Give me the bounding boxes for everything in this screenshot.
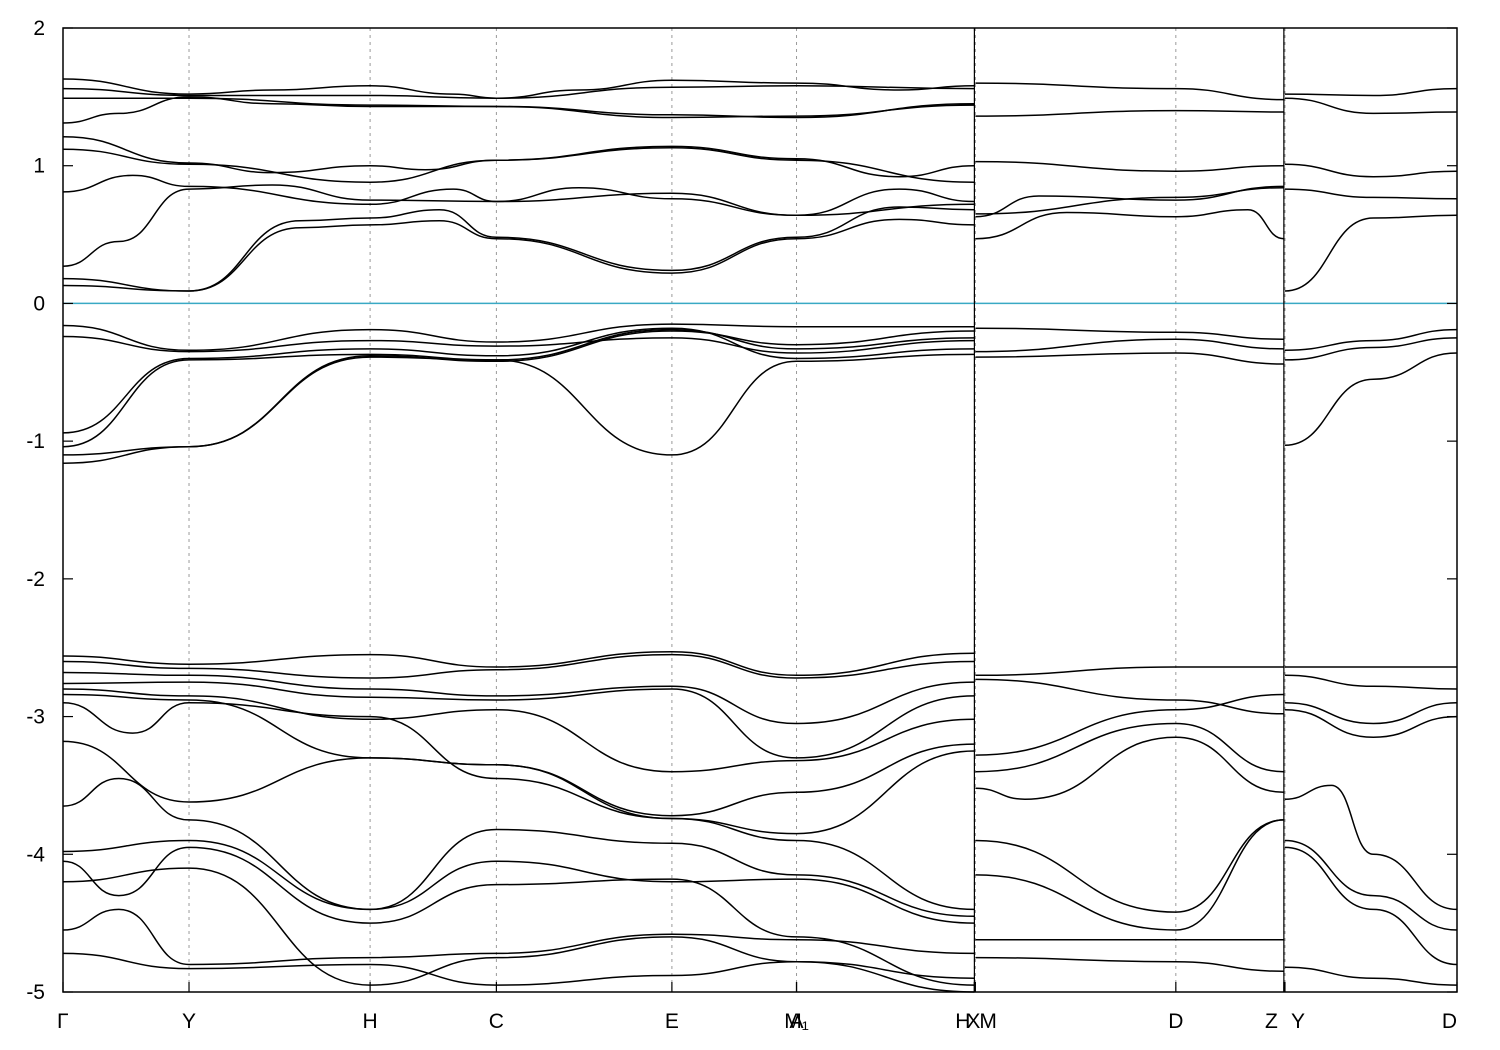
band-line: [1284, 328, 1458, 352]
band-line: [62, 96, 975, 124]
band-line: [62, 136, 975, 178]
band-line: [1284, 784, 1458, 911]
band-line: [975, 666, 1284, 677]
band-line: [1284, 839, 1458, 931]
band-line: [975, 693, 1284, 756]
band-line: [1284, 846, 1458, 966]
band-line: [62, 335, 975, 354]
gridlines: [188, 28, 1286, 992]
band-line: [62, 323, 975, 352]
y-tick-label: -2: [26, 568, 45, 591]
band-line: [62, 651, 975, 677]
band-line: [975, 338, 1284, 353]
x-tick-label: Y: [1291, 1010, 1305, 1033]
band-line: [62, 702, 975, 835]
band-line: [1284, 702, 1458, 725]
band-line: [62, 327, 975, 434]
band-line: [975, 722, 1284, 773]
band-line: [1284, 352, 1458, 447]
band-line: [62, 671, 975, 725]
x-tick-label: Y: [182, 1010, 196, 1033]
band-line: [62, 777, 975, 918]
band-lines: [62, 78, 1458, 993]
band-line: [62, 908, 975, 966]
band-line: [975, 186, 1284, 215]
band-line: [62, 147, 975, 183]
band-line: [975, 819, 1284, 931]
x-tick-label: D: [1442, 1010, 1457, 1033]
band-line: [62, 693, 975, 817]
x-tick-label: M₁: [784, 1010, 809, 1033]
band-line: [1284, 188, 1458, 200]
x-tick-label: D: [1168, 1010, 1183, 1033]
band-line: [1284, 674, 1458, 690]
y-axis: 2 1 0 -1 -2 -3 -4 -5: [26, 17, 1457, 1004]
x-tick-label: C: [489, 1010, 504, 1033]
band-line: [975, 736, 1284, 800]
x-tick-label: A: [790, 1010, 804, 1033]
band-line: [1284, 97, 1458, 115]
band-line: [975, 82, 1284, 101]
plot-frame: [62, 27, 1458, 993]
band-line: [1284, 214, 1458, 292]
band-line: [975, 209, 1284, 240]
segment-separators: [973, 28, 1285, 992]
band-line: [62, 206, 975, 292]
x-tick-label: X: [966, 1010, 980, 1033]
band-line: [1284, 708, 1458, 738]
x-tick-label: Γ: [57, 1010, 69, 1033]
y-tick-label: 2: [33, 17, 45, 40]
x-tick-label: H: [363, 1010, 378, 1033]
y-tick-label: 0: [33, 292, 45, 315]
x-tick-label: E: [665, 1010, 679, 1033]
band-line: [62, 653, 975, 679]
band-line: [975, 956, 1284, 973]
y-tick-label: -4: [26, 843, 45, 866]
band-line: [1284, 87, 1458, 97]
band-line: [62, 839, 975, 924]
band-line: [62, 328, 975, 464]
band-line: [975, 819, 1284, 913]
x-tick-label: M: [979, 1010, 997, 1033]
x-tick-label: Z: [1265, 1010, 1278, 1033]
band-line: [975, 352, 1284, 365]
band-line: [62, 740, 975, 911]
band-line: [62, 85, 975, 99]
band-line: [62, 846, 975, 986]
band-line: [62, 174, 975, 217]
band-line: [975, 160, 1284, 172]
band-line: [975, 109, 1284, 117]
band-line: [62, 184, 975, 267]
x-tick-label: H: [955, 1010, 970, 1033]
band-line: [62, 688, 975, 773]
band-line: [1284, 337, 1458, 361]
band-line: [975, 678, 1284, 715]
band-line: [1284, 966, 1458, 986]
band-line: [62, 218, 975, 292]
band-line: [62, 867, 975, 993]
y-tick-label: -5: [26, 981, 45, 1004]
y-tick-label: -3: [26, 706, 45, 729]
band-line: [62, 353, 975, 456]
band-line: [975, 327, 1284, 340]
band-line: [62, 681, 975, 759]
y-tick-label: 1: [33, 155, 45, 178]
x-axis: Γ Y H C E M₁A HXM D Z Y D: [57, 982, 1458, 1033]
band-line: [1284, 163, 1458, 178]
band-line: [62, 952, 975, 986]
y-tick-label: -1: [26, 430, 45, 453]
